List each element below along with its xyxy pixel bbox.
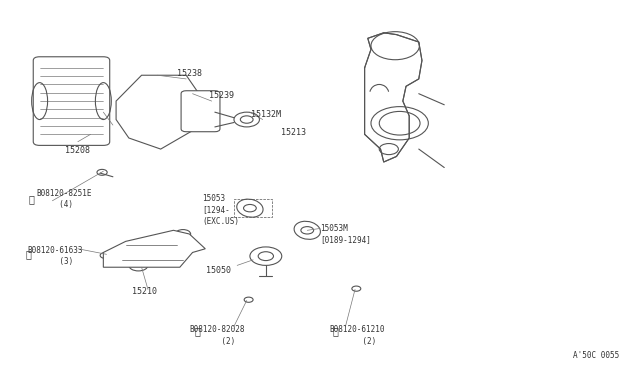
- Text: B08120-8251E
     (4): B08120-8251E (4): [36, 189, 92, 209]
- Polygon shape: [103, 230, 205, 267]
- Text: A'50C 0055: A'50C 0055: [573, 350, 620, 359]
- Text: 15053M
[0189-1294]: 15053M [0189-1294]: [320, 224, 371, 244]
- FancyBboxPatch shape: [33, 57, 109, 145]
- Text: Ⓐ: Ⓐ: [25, 249, 31, 259]
- Text: B08120-82028
       (2): B08120-82028 (2): [189, 326, 245, 346]
- Text: Ⓐ: Ⓐ: [195, 326, 200, 336]
- Text: 15238: 15238: [177, 69, 202, 78]
- Text: Ⓐ: Ⓐ: [333, 326, 339, 336]
- Text: 15132M: 15132M: [251, 109, 281, 119]
- Text: 15239: 15239: [209, 91, 234, 100]
- Text: 15053
[1294-
(EXC.US): 15053 [1294- (EXC.US): [202, 195, 239, 225]
- Polygon shape: [116, 75, 199, 149]
- Text: 15210: 15210: [132, 287, 157, 296]
- Text: B08120-61633
       (3): B08120-61633 (3): [27, 246, 83, 266]
- Text: 15050: 15050: [206, 266, 231, 275]
- Polygon shape: [365, 33, 422, 162]
- Text: B08120-61210
       (2): B08120-61210 (2): [330, 326, 385, 346]
- Text: 15213: 15213: [281, 128, 306, 137]
- FancyBboxPatch shape: [181, 91, 220, 132]
- Text: 15208: 15208: [65, 147, 90, 155]
- Text: Ⓐ: Ⓐ: [28, 194, 35, 204]
